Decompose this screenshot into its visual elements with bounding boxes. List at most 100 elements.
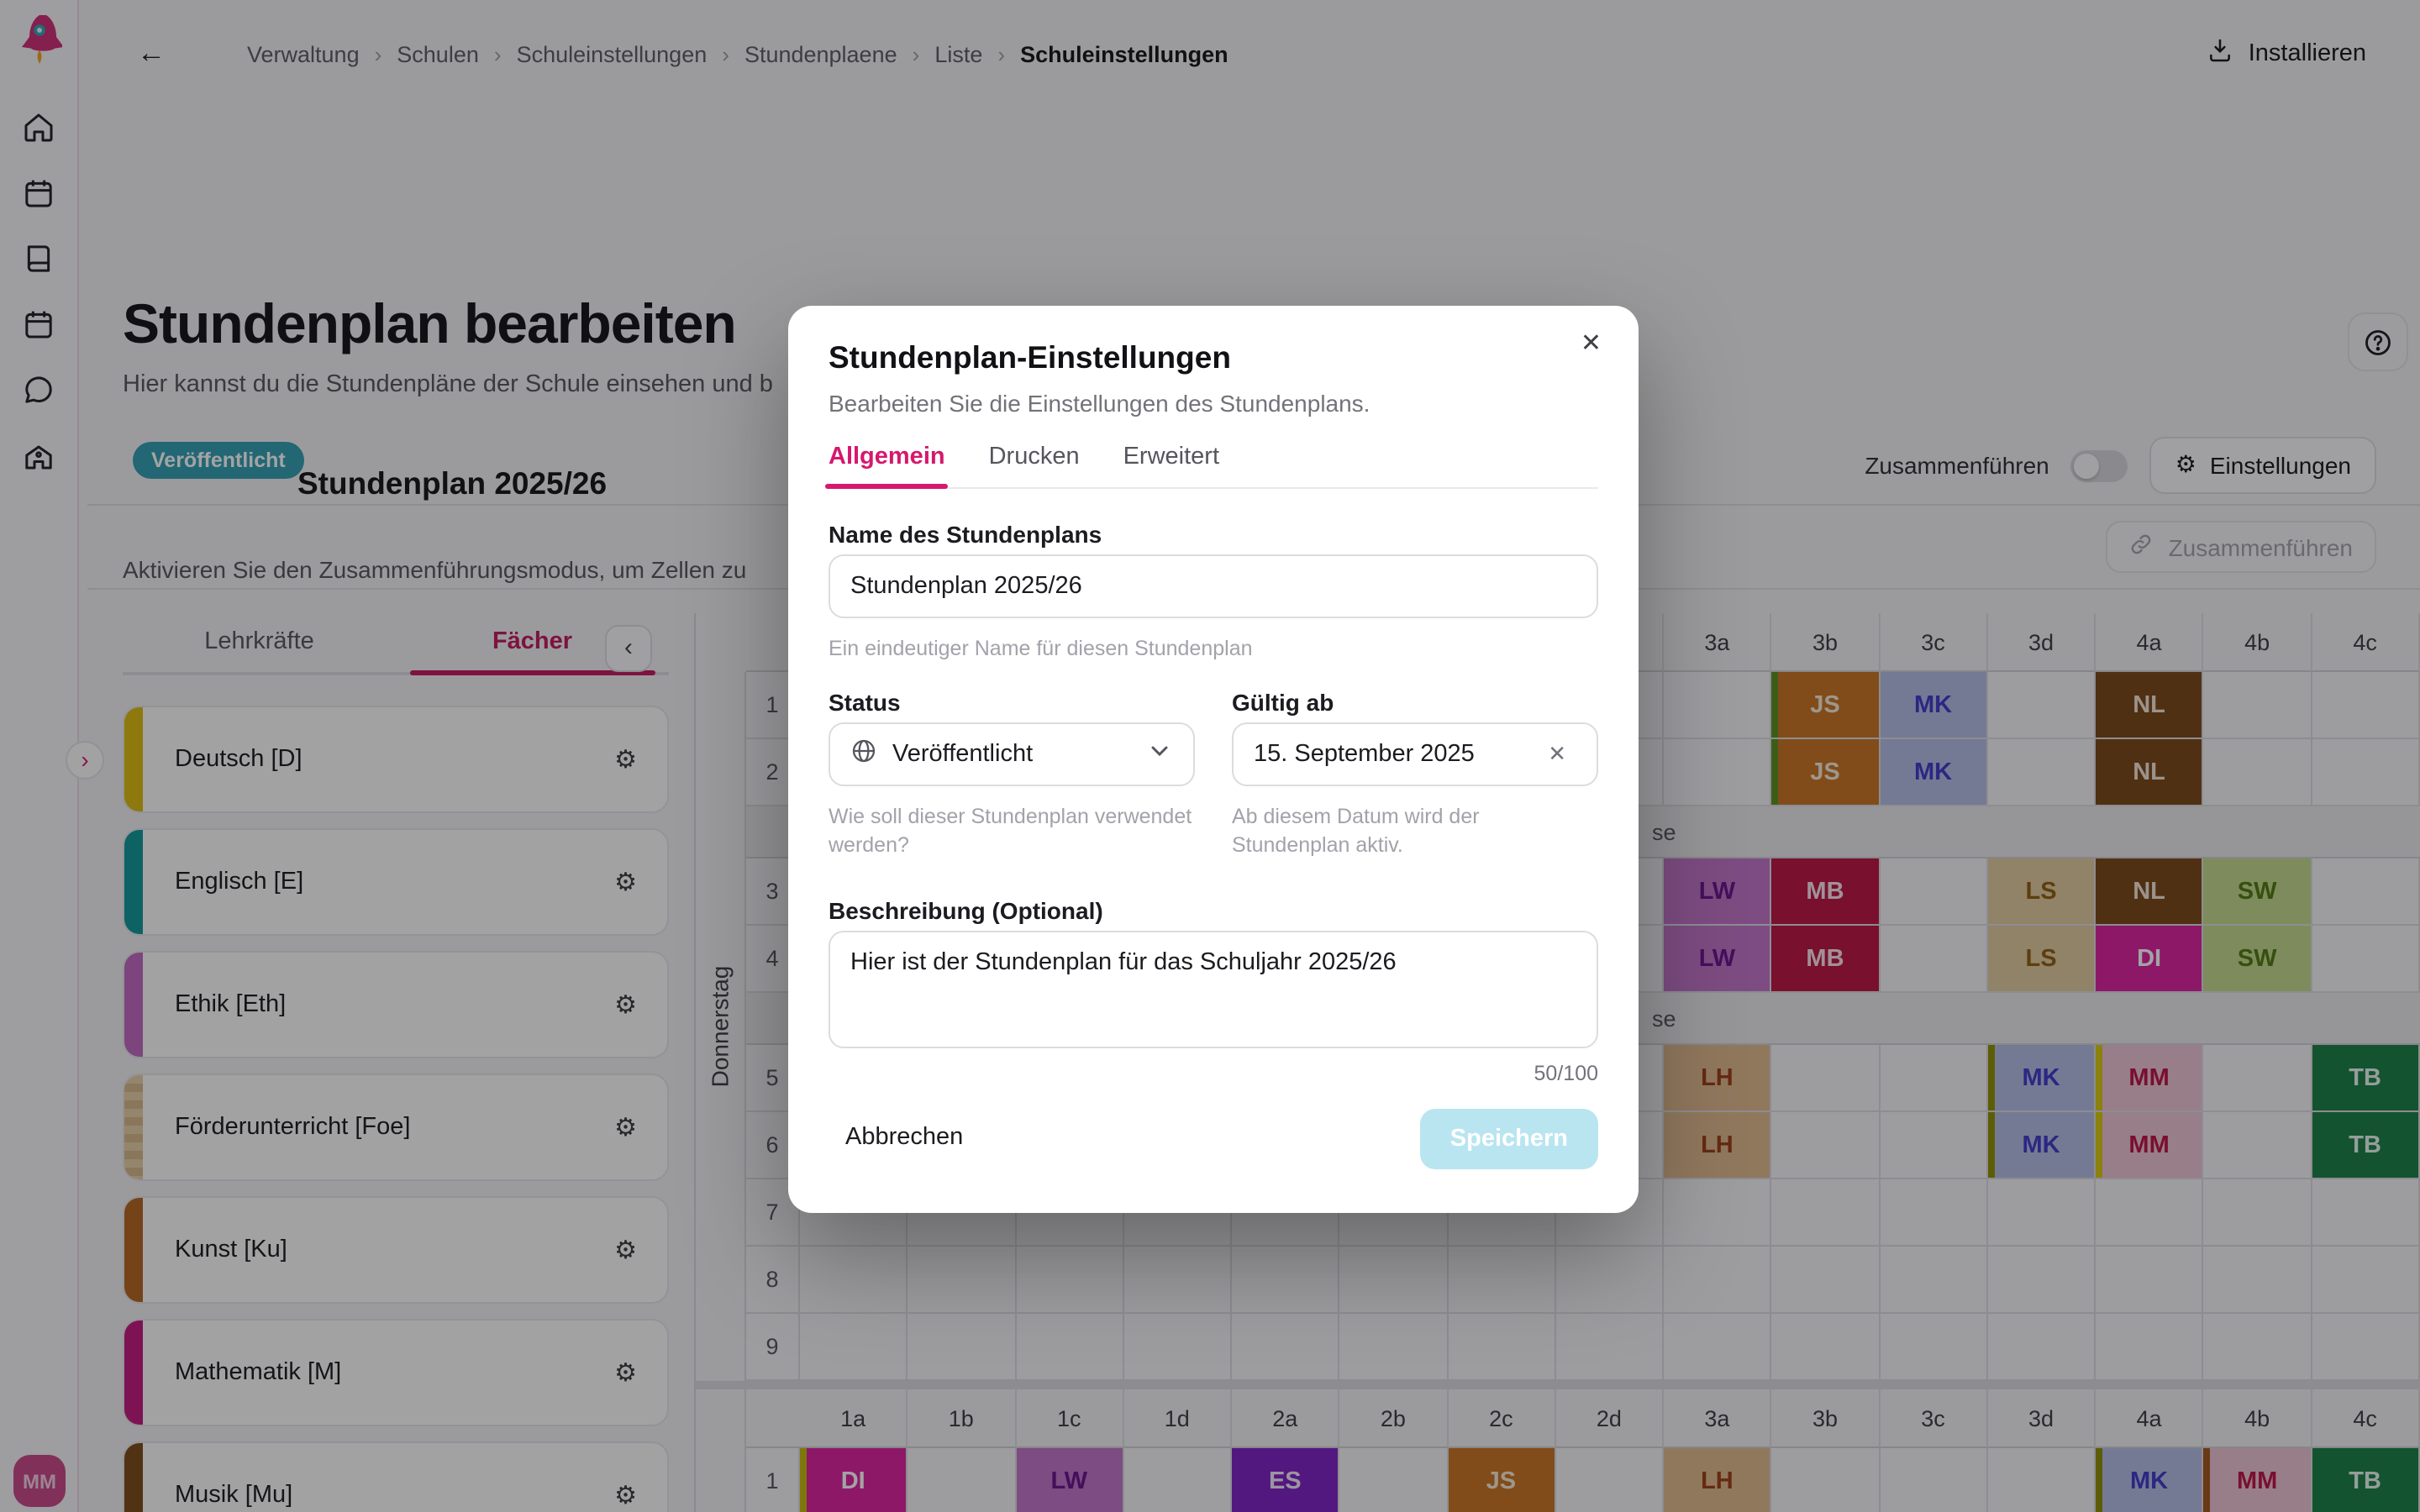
subject-card[interactable]: Ethik [Eth] ⚙ [123,951,669,1058]
timetable-cell-lw[interactable]: LW [1016,1448,1124,1512]
timetable-cell-empty[interactable] [1987,1448,2096,1512]
timetable-cell-js[interactable]: JS [1448,1448,1556,1512]
calendar-icon[interactable] [22,306,59,343]
gear-icon[interactable]: ⚙ [604,1110,647,1144]
timetable-cell-empty[interactable] [1880,1314,1988,1381]
timetable-cell-ls[interactable]: LS [1987,926,2096,993]
school-icon[interactable] [22,437,59,474]
breadcrumb-item[interactable]: Verwaltung [247,42,360,67]
timetable-cell-sw[interactable]: SW [2203,858,2312,926]
timetable-cell-empty[interactable] [1232,1314,1340,1381]
timetable-cell-empty[interactable] [1664,1179,1772,1247]
timetable-cell-mk[interactable]: MK [1987,1112,2096,1179]
timetable-cell-empty[interactable] [1771,1112,1881,1179]
timetable-cell-mb[interactable]: MB [1771,926,1881,993]
timetable-cell-empty[interactable] [1016,1247,1124,1314]
timetable-cell-empty[interactable] [1555,1314,1665,1381]
back-button[interactable]: ← [131,35,171,72]
timetable-cell-empty[interactable] [1123,1247,1233,1314]
timetable-cell-empty[interactable] [1123,1314,1233,1381]
timetable-cell-empty[interactable] [1880,1448,1988,1512]
gear-icon[interactable]: ⚙ [604,1233,647,1267]
gear-icon[interactable]: ⚙ [604,865,647,899]
timetable-cell-mm[interactable]: MM [2096,1045,2204,1112]
timetable-cell-empty[interactable] [1555,1247,1665,1314]
timetable-cell-empty[interactable] [2203,1247,2312,1314]
timetable-cell-empty[interactable] [1771,1045,1881,1112]
timetable-cell-empty[interactable] [1339,1247,1449,1314]
timetable-cell-tb[interactable]: TB [2312,1112,2420,1179]
timetable-cell-empty[interactable] [2096,1247,2204,1314]
breadcrumb-item[interactable]: Liste [934,42,983,67]
timetable-cell-lh[interactable]: LH [1664,1448,1772,1512]
merge-toggle[interactable] [2070,449,2128,481]
chat-icon[interactable] [22,371,59,408]
timetable-cell-empty[interactable] [2312,1314,2420,1381]
timetable-cell-lw[interactable]: LW [1664,858,1772,926]
timetable-cell-empty[interactable] [1339,1314,1449,1381]
timetable-cell-mk[interactable]: MK [1880,672,1988,739]
description-textarea[interactable]: Hier ist der Stundenplan für das Schulja… [829,931,1598,1048]
subject-card[interactable]: Englisch [E] ⚙ [123,828,669,936]
timetable-cell-empty[interactable] [2203,1112,2312,1179]
timetable-cell-empty[interactable] [1987,672,2096,739]
timetable-cell-empty[interactable] [2203,1045,2312,1112]
timetable-cell-empty[interactable] [1448,1314,1556,1381]
timetable-cell-tb[interactable]: TB [2312,1448,2420,1512]
timetable-cell-empty[interactable] [1664,739,1772,806]
timetable-cell-js[interactable]: JS [1771,672,1881,739]
timetable-cell-empty[interactable] [1987,739,2096,806]
timetable-cell-empty[interactable] [1880,1112,1988,1179]
timetable-cell-empty[interactable] [908,1247,1016,1314]
gear-icon[interactable]: ⚙ [604,743,647,776]
gear-icon[interactable]: ⚙ [604,988,647,1021]
timetable-cell-empty[interactable] [1232,1247,1340,1314]
modal-tab-allgemein[interactable]: Allgemein [824,437,950,489]
timetable-cell-lw[interactable]: LW [1664,926,1772,993]
timetable-cell-empty[interactable] [1664,1247,1772,1314]
timetable-cell-empty[interactable] [1339,1448,1449,1512]
timetable-cell-empty[interactable] [2312,858,2420,926]
timetable-cell-mm[interactable]: MM [2096,1112,2204,1179]
timetable-cell-empty[interactable] [1448,1247,1556,1314]
timetable-cell-empty[interactable] [799,1314,908,1381]
subject-card[interactable]: Förderunterricht [Foe] ⚙ [123,1074,669,1181]
plan-name-input[interactable] [829,554,1598,618]
timetable-cell-empty[interactable] [1771,1179,1881,1247]
timetable-cell-nl[interactable]: NL [2096,739,2204,806]
timetable-cell-empty[interactable] [1771,1448,1881,1512]
timetable-cell-di[interactable]: DI [2096,926,2204,993]
user-avatar[interactable]: MM [13,1455,66,1507]
breadcrumb-item[interactable]: Schulen [397,42,479,67]
expand-sidebar-button[interactable]: › [66,741,104,780]
timetable-cell-nl[interactable]: NL [2096,858,2204,926]
timetable-cell-empty[interactable] [1880,1247,1988,1314]
timetable-cell-ls[interactable]: LS [1987,858,2096,926]
timetable-cell-lh[interactable]: LH [1664,1112,1772,1179]
timetable-cell-di[interactable]: DI [799,1448,908,1512]
timetable-cell-empty[interactable] [2203,672,2312,739]
timetable-cell-empty[interactable] [799,1247,908,1314]
help-button[interactable] [2348,312,2408,371]
timetable-cell-mm[interactable]: MM [2203,1448,2312,1512]
timetable-cell-empty[interactable] [2312,672,2420,739]
timetable-cell-empty[interactable] [1016,1314,1124,1381]
collapse-panel-button[interactable]: ‹ [605,625,652,672]
timetable-cell-empty[interactable] [1987,1247,2096,1314]
timetable-cell-empty[interactable] [2203,739,2312,806]
timetable-cell-es[interactable]: ES [1232,1448,1340,1512]
timetable-cell-empty[interactable] [1771,1314,1881,1381]
timetable-cell-empty[interactable] [1555,1448,1665,1512]
calendar-icon[interactable] [22,175,59,212]
timetable-cell-empty[interactable] [1880,1179,1988,1247]
timetable-cell-empty[interactable] [1771,1247,1881,1314]
settings-button[interactable]: ⚙ Einstellungen [2149,437,2376,494]
breadcrumb-item[interactable]: Stundenplaene [744,42,897,67]
timetable-cell-mb[interactable]: MB [1771,858,1881,926]
timetable-cell-empty[interactable] [1987,1179,2096,1247]
timetable-cell-empty[interactable] [908,1314,1016,1381]
subject-card[interactable]: Musik [Mu] ⚙ [123,1441,669,1512]
timetable-cell-empty[interactable] [2312,1179,2420,1247]
modal-tab-drucken[interactable]: Drucken [988,444,1080,470]
timetable-cell-mk[interactable]: MK [1987,1045,2096,1112]
